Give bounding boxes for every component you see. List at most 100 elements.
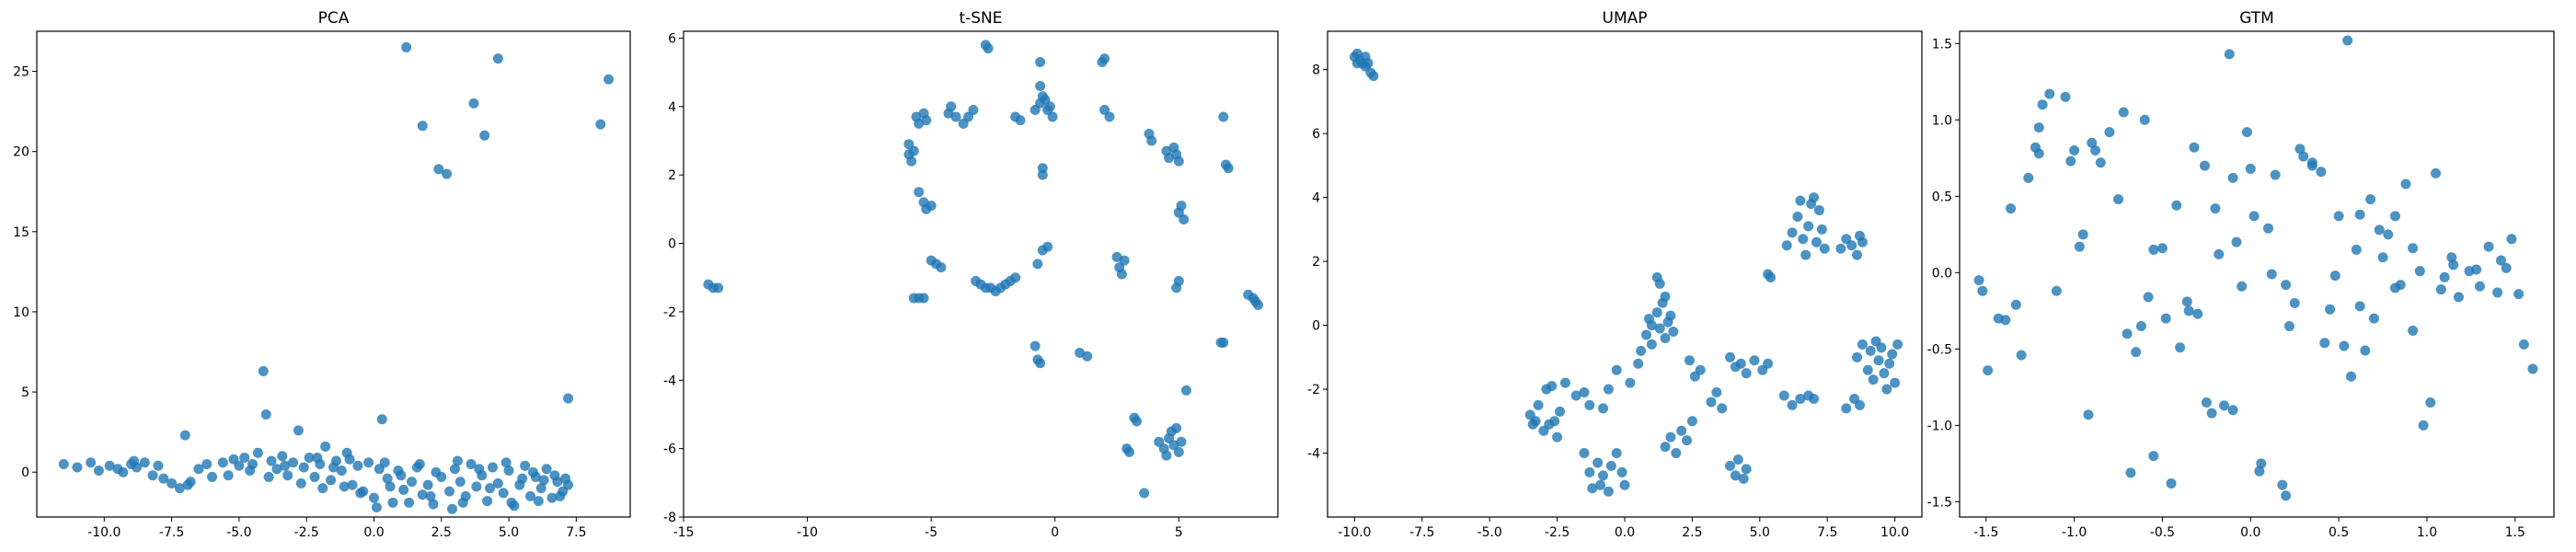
data-point bbox=[2219, 400, 2230, 411]
data-point bbox=[482, 496, 493, 507]
data-point bbox=[1668, 327, 1679, 338]
data-point bbox=[1800, 249, 1811, 260]
data-point bbox=[1857, 236, 1868, 247]
data-point bbox=[2237, 281, 2248, 292]
data-point bbox=[2360, 345, 2371, 356]
data-point bbox=[946, 101, 957, 112]
data-point bbox=[1180, 385, 1191, 396]
data-point bbox=[1579, 387, 1590, 398]
data-point bbox=[921, 115, 932, 126]
data-point bbox=[2060, 91, 2071, 102]
data-point bbox=[352, 460, 363, 471]
data-point bbox=[58, 458, 69, 469]
data-point bbox=[2256, 458, 2267, 469]
x-tick-label: 5 bbox=[1175, 525, 1183, 540]
data-point bbox=[1857, 339, 1868, 350]
data-point bbox=[2266, 269, 2277, 280]
x-tick-label: -2.5 bbox=[1545, 525, 1570, 540]
data-point bbox=[401, 41, 412, 52]
data-point bbox=[104, 460, 115, 471]
data-point bbox=[604, 74, 615, 85]
data-point bbox=[433, 164, 444, 175]
data-point bbox=[288, 457, 299, 468]
data-point bbox=[2281, 280, 2292, 291]
data-point bbox=[1787, 399, 1798, 410]
y-tick-label: -1.0 bbox=[1927, 419, 1952, 433]
data-point bbox=[1763, 358, 1774, 369]
data-point bbox=[1887, 349, 1898, 360]
data-point bbox=[906, 155, 917, 167]
data-point bbox=[2506, 234, 2517, 245]
data-point bbox=[950, 111, 961, 122]
data-point bbox=[2044, 88, 2055, 99]
data-point bbox=[2016, 350, 2027, 361]
y-tick-label: -1.5 bbox=[1927, 495, 1952, 510]
data-point bbox=[312, 453, 323, 464]
data-point bbox=[2051, 285, 2062, 296]
data-point bbox=[2342, 35, 2353, 46]
data-point bbox=[93, 465, 104, 476]
x-tick-label: 2.5 bbox=[431, 525, 452, 540]
data-point bbox=[317, 483, 328, 494]
data-point bbox=[506, 497, 517, 508]
data-point bbox=[339, 481, 350, 492]
data-point bbox=[2329, 270, 2340, 282]
data-point bbox=[201, 458, 213, 469]
data-point bbox=[1527, 419, 1538, 430]
data-point bbox=[1124, 446, 1134, 457]
x-tick-label: 1.0 bbox=[2417, 525, 2437, 540]
data-point bbox=[2077, 229, 2088, 240]
data-point bbox=[538, 475, 549, 486]
data-point bbox=[520, 460, 531, 471]
data-point bbox=[422, 479, 433, 490]
y-tick-label: 15 bbox=[13, 225, 29, 240]
y-tick-label: 1.0 bbox=[1932, 113, 1952, 128]
data-point bbox=[1029, 340, 1041, 351]
data-point bbox=[2033, 148, 2044, 159]
data-point bbox=[2483, 241, 2494, 252]
data-point bbox=[1749, 355, 1760, 366]
data-point bbox=[1218, 337, 1229, 348]
data-point bbox=[2166, 477, 2177, 489]
x-tick-label: 10.0 bbox=[1880, 525, 1909, 540]
points-group bbox=[1349, 48, 1903, 497]
data-point bbox=[2148, 451, 2159, 462]
data-point bbox=[2383, 229, 2394, 240]
data-point bbox=[2122, 328, 2133, 339]
data-point bbox=[533, 496, 544, 507]
data-point bbox=[2319, 338, 2330, 349]
data-point bbox=[1686, 416, 1697, 427]
y-tick-label: 10 bbox=[13, 305, 29, 320]
data-point bbox=[404, 497, 415, 508]
data-point bbox=[407, 477, 418, 488]
points-group bbox=[58, 41, 615, 514]
x-tick-label: 1.5 bbox=[2505, 525, 2525, 540]
data-point bbox=[1654, 278, 1665, 289]
data-point bbox=[449, 464, 460, 475]
data-point bbox=[1682, 435, 1693, 446]
data-point bbox=[245, 465, 256, 476]
data-point bbox=[713, 282, 724, 293]
data-point bbox=[363, 457, 374, 468]
data-point bbox=[2518, 339, 2529, 350]
data-point bbox=[1684, 355, 1695, 366]
y-tick-label: -2 bbox=[663, 305, 676, 320]
data-point bbox=[263, 471, 274, 482]
data-point bbox=[1104, 111, 1115, 122]
x-tick-label: -10.0 bbox=[87, 525, 121, 540]
data-point bbox=[396, 470, 407, 481]
data-point bbox=[1852, 351, 1863, 362]
data-point bbox=[1792, 211, 1803, 222]
data-point bbox=[1351, 58, 1363, 69]
x-tick-label: -5.0 bbox=[1478, 525, 1502, 540]
data-point bbox=[1368, 71, 1379, 82]
data-point bbox=[1218, 111, 1229, 122]
data-point bbox=[1640, 329, 1651, 340]
data-point bbox=[2513, 289, 2524, 300]
data-point bbox=[474, 464, 485, 475]
data-point bbox=[1809, 192, 1820, 203]
x-tick-label: -7.5 bbox=[1409, 525, 1434, 540]
data-point bbox=[2206, 408, 2217, 419]
x-tick-label: -15 bbox=[673, 525, 695, 540]
data-point bbox=[414, 458, 425, 469]
